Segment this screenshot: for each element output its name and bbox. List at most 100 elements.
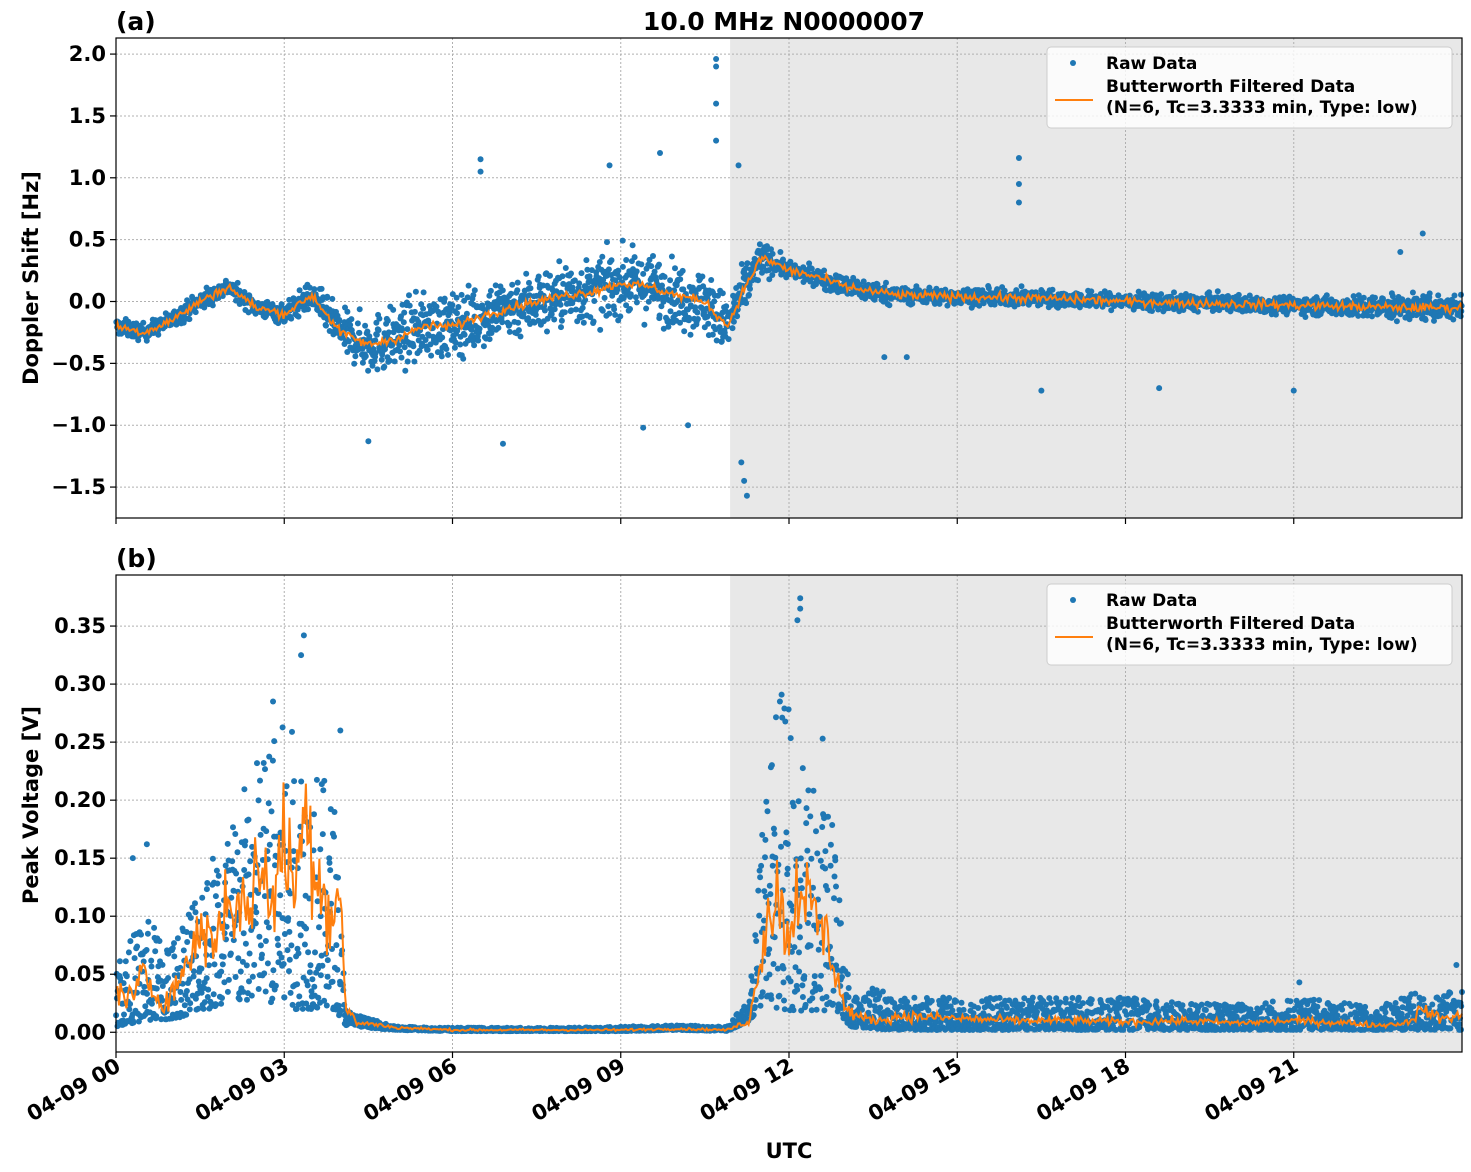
raw-data-point [486, 292, 493, 299]
raw-data-point [454, 310, 460, 317]
raw-data-point [476, 325, 483, 332]
raw-data-point [1372, 294, 1378, 301]
raw-data-point [296, 993, 303, 1000]
raw-data-point [796, 949, 802, 956]
raw-data-point [778, 843, 784, 850]
raw-data-point [1450, 316, 1457, 323]
raw-data-point [679, 267, 686, 274]
raw-data-point [116, 958, 123, 965]
panel-tag-a: (a) [116, 7, 156, 36]
raw-data-point [121, 1011, 127, 1018]
raw-data-point [508, 290, 514, 297]
raw-data-point [151, 924, 158, 931]
raw-data-point [190, 968, 197, 975]
raw-data-point [449, 291, 456, 298]
raw-data-point [936, 300, 943, 307]
raw-data-point [257, 831, 264, 838]
raw-data-point [290, 848, 297, 855]
filtered-line-a [115, 254, 1463, 348]
raw-data-point [303, 925, 310, 932]
y-axis-label-a: Doppler Shift [Hz] [19, 171, 43, 385]
raw-data-point [608, 257, 615, 264]
raw-data-point [806, 911, 813, 918]
raw-data-point [787, 735, 794, 742]
raw-data-point [814, 850, 821, 857]
raw-data-point [295, 313, 302, 320]
raw-data-point [312, 949, 318, 956]
raw-data-point [985, 285, 992, 292]
raw-data-point [1272, 311, 1279, 318]
raw-data-point [324, 293, 331, 300]
doppler-panel: −1.5−1.0−0.50.00.51.01.52.0 (a) 10.0 MHz… [19, 7, 1465, 524]
raw-data-point [771, 830, 778, 837]
raw-data-point [419, 340, 426, 347]
raw-data-point [1435, 292, 1442, 299]
raw-data-point [551, 316, 558, 323]
raw-data-point [186, 1006, 193, 1013]
raw-data-point [441, 295, 448, 302]
raw-data-point [1355, 292, 1362, 299]
raw-data-point [225, 976, 232, 983]
raw-data-point [471, 287, 478, 294]
raw-data-point [295, 950, 302, 957]
raw-data-point [412, 288, 419, 295]
raw-data-point [784, 865, 791, 872]
raw-data-point [311, 286, 318, 293]
raw-data-point [719, 290, 726, 297]
raw-data-outlier [713, 100, 720, 107]
raw-data-point [802, 1001, 809, 1008]
raw-data-point [617, 313, 624, 320]
raw-data-point [1419, 311, 1426, 318]
raw-data-point [127, 1001, 134, 1007]
y-tick-label: 1.5 [69, 104, 106, 128]
raw-data-point [575, 296, 582, 303]
raw-data-point [420, 289, 427, 296]
raw-data-point [446, 309, 453, 316]
raw-data-point [385, 329, 392, 336]
raw-data-outlier [685, 422, 692, 429]
raw-data-point [799, 994, 806, 1000]
raw-data-point [1364, 312, 1371, 319]
raw-data-point [304, 982, 311, 989]
raw-data-point [454, 327, 461, 334]
raw-data-point [427, 341, 434, 348]
raw-data-point [681, 328, 688, 335]
raw-data-point [140, 319, 147, 326]
raw-data-point [498, 314, 505, 321]
raw-data-point [396, 342, 403, 349]
raw-data-point [333, 942, 340, 949]
raw-data-point [769, 862, 776, 869]
raw-data-point [580, 319, 587, 326]
raw-data-point [390, 306, 397, 313]
raw-data-point [453, 294, 460, 301]
raw-data-point [186, 316, 193, 323]
raw-data-point [667, 308, 674, 315]
raw-data-point [616, 274, 623, 281]
raw-data-point [646, 256, 653, 263]
raw-data-point [420, 305, 427, 312]
raw-data-point [1422, 317, 1429, 323]
raw-data-point [752, 932, 759, 939]
raw-data-point [317, 972, 324, 979]
raw-data-point [326, 855, 333, 862]
raw-data-point [239, 958, 246, 965]
raw-data-point [212, 893, 219, 900]
raw-data-point [464, 294, 471, 301]
raw-data-point [1458, 291, 1464, 298]
raw-data-point [410, 343, 417, 350]
raw-data-point [335, 907, 342, 914]
raw-data-point [375, 327, 382, 334]
raw-data-point [320, 787, 327, 794]
raw-data-point [668, 253, 675, 260]
raw-data-point [715, 292, 721, 299]
plot-area-a [113, 56, 1465, 499]
raw-data-point [271, 738, 278, 745]
y-tick-label: 1.0 [69, 166, 106, 190]
raw-data-point [579, 304, 586, 311]
raw-data-point [411, 358, 418, 365]
raw-data-point [658, 303, 665, 310]
raw-data-point [761, 888, 768, 895]
raw-data-point [672, 265, 678, 272]
raw-data-outlier [640, 424, 647, 431]
raw-data-point [561, 309, 568, 316]
